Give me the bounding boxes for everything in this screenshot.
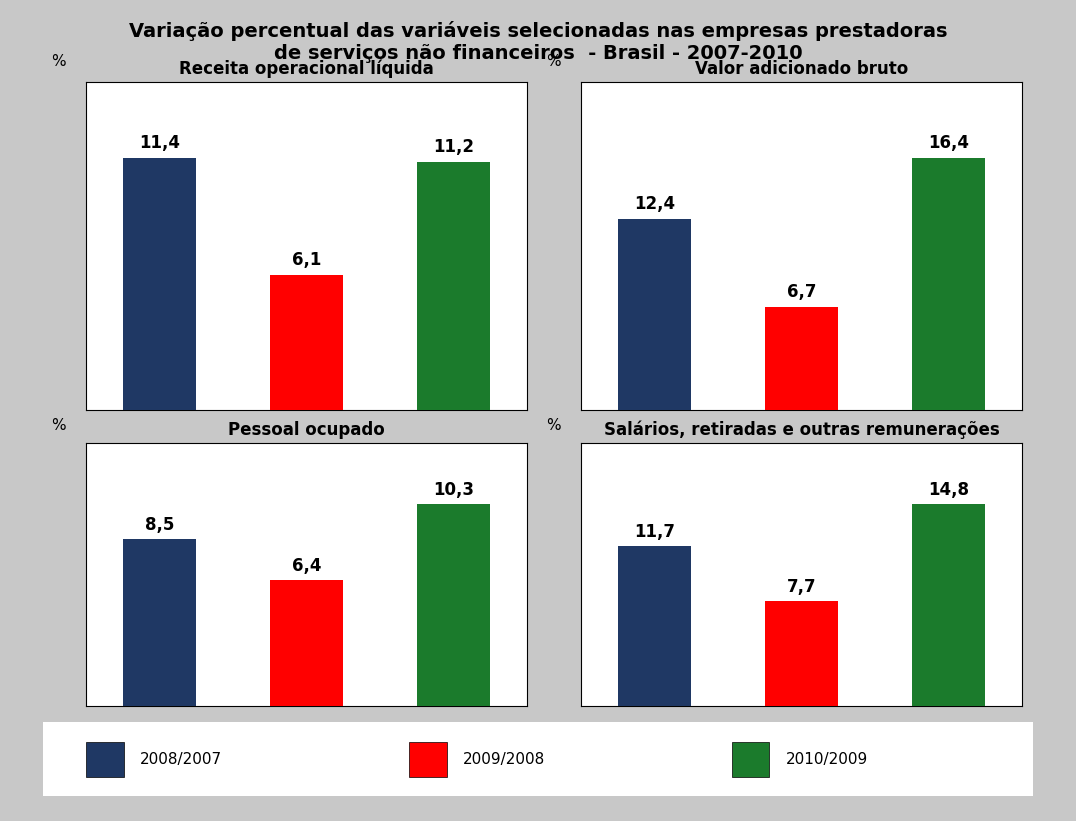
Bar: [765, 601, 838, 706]
Bar: [270, 580, 343, 706]
Bar: [911, 158, 986, 410]
Text: 11,2: 11,2: [434, 138, 475, 156]
Text: 6,7: 6,7: [787, 283, 817, 301]
Text: 10,3: 10,3: [434, 481, 475, 499]
Bar: [618, 546, 691, 706]
Text: 11,4: 11,4: [139, 134, 180, 152]
Text: %: %: [546, 418, 561, 433]
Text: 14,8: 14,8: [929, 481, 969, 499]
Text: 2008/2007: 2008/2007: [140, 752, 222, 767]
Text: %: %: [546, 54, 561, 69]
Title: Pessoal ocupado: Pessoal ocupado: [228, 421, 385, 439]
Text: 6,4: 6,4: [292, 557, 322, 576]
Text: %: %: [51, 418, 66, 433]
Text: 11,7: 11,7: [634, 523, 675, 541]
Bar: [618, 219, 691, 410]
Bar: [765, 307, 838, 410]
Bar: [911, 504, 986, 706]
Title: Receita operacional líquida: Receita operacional líquida: [180, 59, 434, 78]
Text: 8,5: 8,5: [145, 516, 174, 534]
Bar: [123, 539, 196, 706]
Bar: [270, 275, 343, 410]
Bar: [417, 504, 491, 706]
Bar: [417, 163, 491, 410]
Text: 12,4: 12,4: [634, 195, 675, 213]
Text: Variação percentual das variáveis selecionadas nas empresas prestadoras
de servi: Variação percentual das variáveis seleci…: [129, 21, 947, 62]
Text: %: %: [51, 54, 66, 69]
Bar: [123, 158, 196, 410]
Title: Salários, retiradas e outras remunerações: Salários, retiradas e outras remuneraçõe…: [604, 420, 1000, 439]
Text: 2010/2009: 2010/2009: [785, 752, 867, 767]
Text: 7,7: 7,7: [787, 578, 817, 596]
Text: 16,4: 16,4: [929, 134, 969, 152]
Text: 6,1: 6,1: [292, 251, 322, 269]
Title: Valor adicionado bruto: Valor adicionado bruto: [695, 60, 908, 78]
Text: 2009/2008: 2009/2008: [463, 752, 544, 767]
